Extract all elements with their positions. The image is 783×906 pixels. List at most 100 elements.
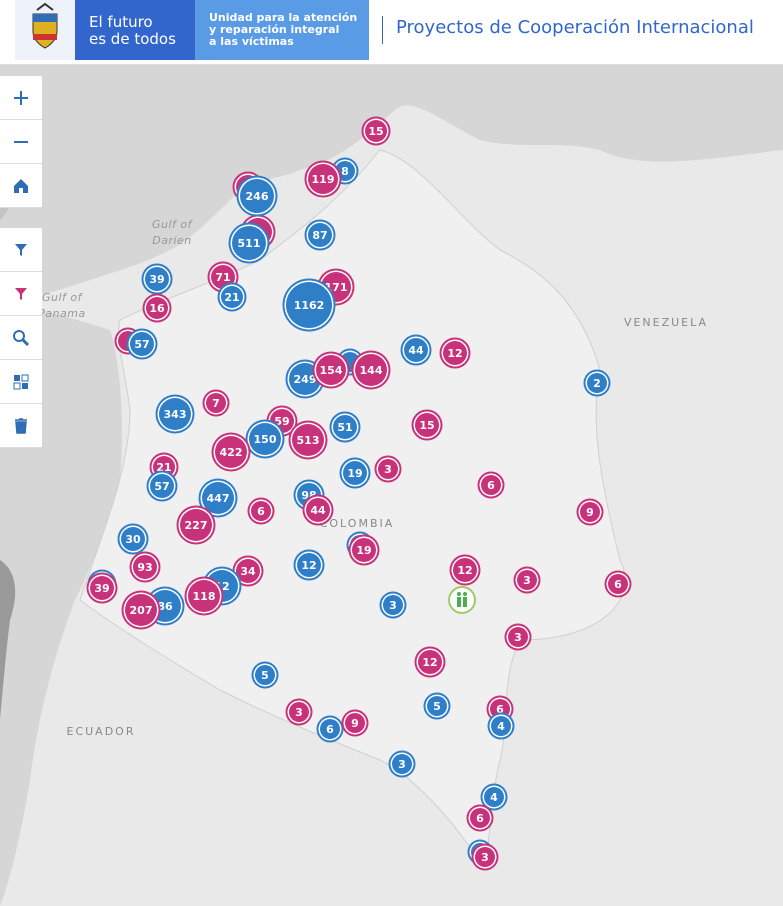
cluster-marker	[383, 595, 403, 615]
cluster[interactable]: 9	[576, 498, 604, 526]
zoom-in-button[interactable]	[0, 76, 42, 120]
cluster-count: 511	[238, 237, 261, 250]
legend-button[interactable]	[0, 360, 42, 404]
cluster-marker	[404, 338, 428, 362]
people-icon[interactable]	[448, 586, 476, 614]
cluster[interactable]: 447	[198, 478, 238, 518]
map-label: COLOMBIA	[320, 517, 395, 530]
cluster-count: 71	[215, 271, 230, 284]
unit-line: y reparación integral	[209, 23, 340, 36]
cluster[interactable]: 150	[245, 419, 285, 459]
cluster[interactable]: 39	[86, 572, 118, 604]
cluster-marker	[125, 594, 157, 626]
home-button[interactable]	[0, 164, 42, 208]
cluster[interactable]: 3	[379, 591, 407, 619]
cluster-count: 4	[490, 791, 498, 804]
cluster[interactable]: 511	[228, 222, 270, 264]
cluster[interactable]: 119	[304, 160, 342, 198]
cluster[interactable]: 57	[146, 470, 178, 502]
cluster[interactable]: 227	[176, 505, 216, 545]
cluster[interactable]: 3	[374, 455, 402, 483]
cluster[interactable]: 16	[142, 293, 172, 323]
cluster[interactable]: 3	[504, 623, 532, 651]
cluster[interactable]: 144	[351, 350, 391, 390]
search-button[interactable]	[0, 316, 42, 360]
cluster[interactable]: 6	[604, 570, 632, 598]
cluster[interactable]: 154	[312, 351, 350, 389]
cluster-marker	[90, 576, 114, 600]
cluster-count: 3	[481, 851, 489, 864]
cluster[interactable]: 12	[439, 337, 471, 369]
cluster[interactable]: 51	[329, 411, 361, 443]
cluster[interactable]: 12	[293, 549, 325, 581]
filter-button[interactable]	[0, 228, 42, 272]
cluster-marker	[121, 527, 145, 551]
cluster-count: 207	[130, 604, 153, 617]
cluster[interactable]: 2	[583, 369, 611, 397]
cluster[interactable]: 3	[513, 566, 541, 594]
cluster[interactable]: 118	[184, 576, 224, 616]
cluster-count: 3	[384, 463, 392, 476]
cluster[interactable]: 207	[121, 590, 161, 630]
cluster[interactable]: 44	[302, 494, 334, 526]
cluster[interactable]: 6	[316, 715, 344, 743]
cluster-marker	[333, 415, 357, 439]
cluster-count: 7	[212, 397, 220, 410]
cluster[interactable]: 343	[155, 394, 195, 434]
cluster[interactable]: 3	[285, 698, 313, 726]
cluster[interactable]: 19	[339, 457, 371, 489]
cluster[interactable]: 12	[414, 646, 446, 678]
cluster[interactable]: 3	[388, 750, 416, 778]
cluster[interactable]: 15	[361, 116, 391, 146]
cluster[interactable]: 19	[348, 534, 380, 566]
cluster[interactable]: 9	[341, 709, 369, 737]
cluster[interactable]: 39	[141, 263, 173, 295]
zoom-out-button[interactable]	[0, 120, 42, 164]
cluster-count: 12	[457, 564, 472, 577]
cluster[interactable]: 6	[466, 804, 494, 832]
cluster[interactable]: 513	[288, 420, 328, 460]
cluster[interactable]: 87	[304, 219, 336, 251]
cluster-marker	[236, 559, 260, 583]
cluster[interactable]: 5	[251, 661, 279, 689]
cluster-count: 447	[207, 492, 230, 505]
cluster-count: 57	[134, 338, 149, 351]
cluster[interactable]: 15	[411, 409, 443, 441]
cluster[interactable]: 57	[126, 328, 158, 360]
colombia-land	[79, 149, 626, 872]
cluster[interactable]: 246	[236, 175, 278, 217]
cluster[interactable]: 4	[487, 712, 515, 740]
filter-victims-button[interactable]	[0, 272, 42, 316]
cluster[interactable]: 3	[471, 843, 499, 871]
cluster-marker	[159, 398, 191, 430]
cluster-count: 1162	[294, 299, 325, 312]
cluster-count: 249	[294, 373, 317, 386]
cluster[interactable]: 6	[247, 497, 275, 525]
cluster-marker	[215, 436, 247, 468]
cluster[interactable]: 6	[477, 471, 505, 499]
cluster[interactable]: 86	[145, 586, 185, 626]
cluster-marker	[308, 164, 338, 194]
cluster[interactable]: 12	[449, 554, 481, 586]
cluster[interactable]: 5	[423, 692, 451, 720]
cluster-count: 6	[614, 578, 622, 591]
cluster-marker	[470, 808, 490, 828]
cluster[interactable]: 422	[211, 432, 251, 472]
cluster[interactable]: 93	[129, 551, 161, 583]
cluster-marker	[352, 538, 376, 562]
cluster-marker	[418, 650, 442, 674]
cluster[interactable]: 44	[400, 334, 432, 366]
cluster-count: 34	[240, 565, 256, 578]
cluster[interactable]: 30	[117, 523, 149, 555]
cluster[interactable]: 21	[217, 282, 247, 312]
cluster[interactable]: 34	[232, 555, 264, 587]
cluster-count: 19	[356, 544, 371, 557]
cluster-marker	[316, 355, 346, 385]
cluster[interactable]: 4	[480, 783, 508, 811]
cluster-marker	[249, 423, 281, 455]
cluster-marker	[206, 393, 226, 413]
cluster[interactable]: 1162	[282, 278, 336, 332]
clear-button[interactable]	[0, 404, 42, 448]
cluster[interactable]: 7	[202, 389, 230, 417]
